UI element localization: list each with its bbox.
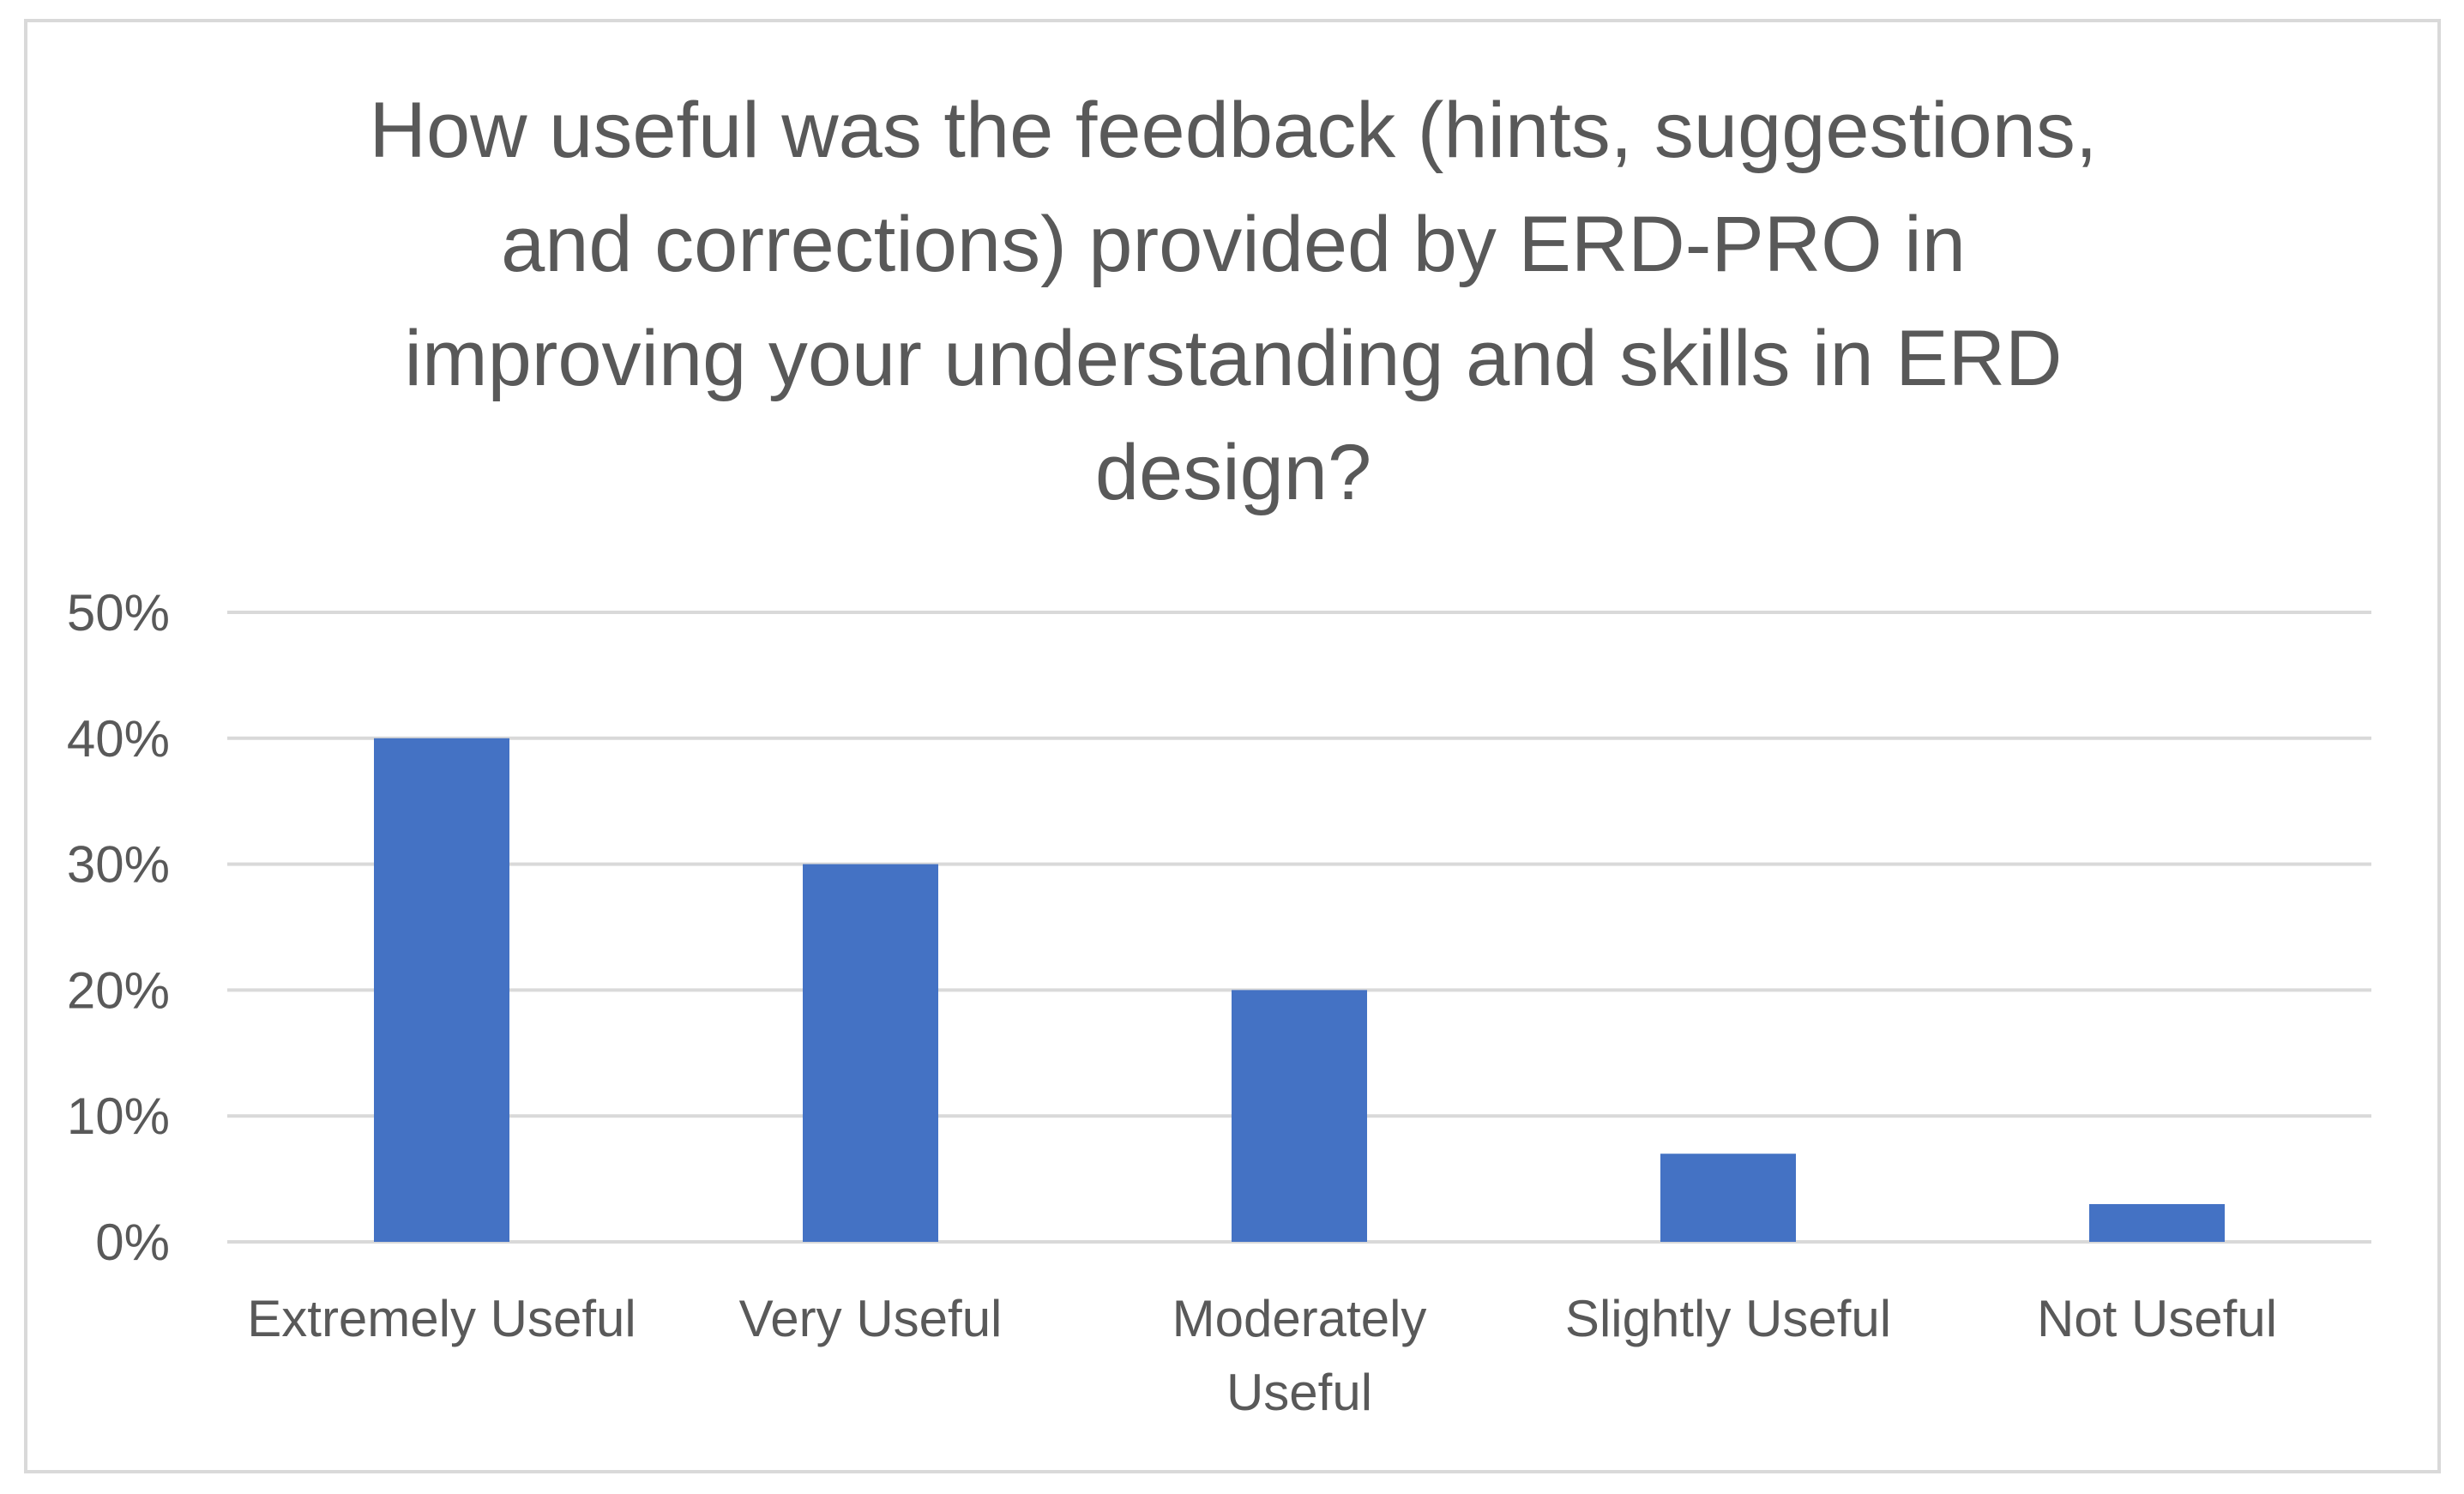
x-category-label: Not Useful xyxy=(2037,1290,2277,1347)
y-tick-label: 20% xyxy=(67,961,170,1019)
bar xyxy=(1660,1154,1796,1242)
bar xyxy=(1232,990,1367,1242)
y-tick-label: 30% xyxy=(67,836,170,894)
gridlines xyxy=(227,611,2371,1244)
bars xyxy=(374,738,2225,1242)
y-tick-label: 0% xyxy=(95,1214,170,1271)
bar xyxy=(374,738,509,1242)
chart-title-line: improving your understanding and skills … xyxy=(405,315,2063,402)
chart-title-line: design? xyxy=(1095,429,1371,516)
x-category-label: Very Useful xyxy=(739,1290,1003,1347)
bar xyxy=(2089,1203,2225,1242)
bar xyxy=(803,864,938,1242)
chart-title-line: How useful was the feedback (hints, sugg… xyxy=(370,87,2098,174)
x-category-label: Slightly Useful xyxy=(1565,1290,1891,1347)
y-tick-label: 10% xyxy=(67,1087,170,1145)
x-axis-category-labels: Extremely Useful Very Useful Moderately Use… xyxy=(247,1290,2277,1421)
x-category-label: Moderately xyxy=(1172,1290,1427,1347)
y-tick-label: 50% xyxy=(67,584,170,642)
y-tick-label: 40% xyxy=(67,710,170,768)
chart-title-line: and corrections) provided by ERD-PRO in xyxy=(501,201,1966,288)
x-category-label: Extremely Useful xyxy=(247,1290,636,1347)
chart-title: How useful was the feedback (hints, sugg… xyxy=(370,87,2098,516)
y-axis-tick-labels: 0% 10% 20% 30% 40% 50% xyxy=(67,584,170,1271)
x-category-label: Useful xyxy=(1226,1364,1372,1421)
